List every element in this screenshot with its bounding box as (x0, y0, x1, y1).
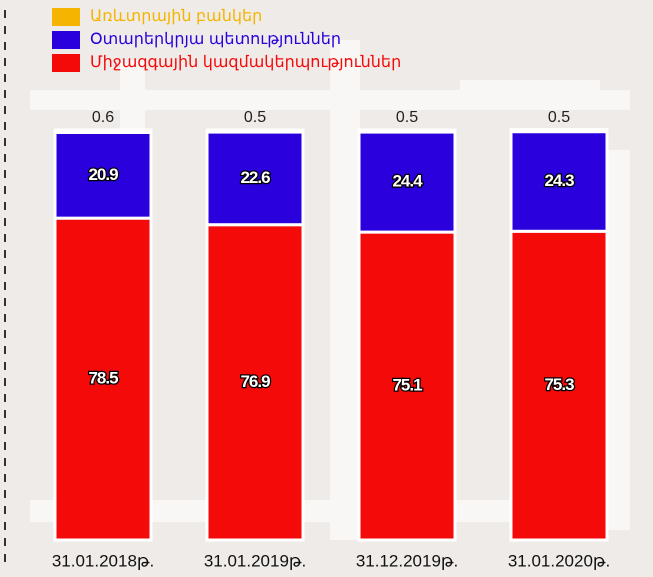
value-label: 0.6 (92, 109, 114, 126)
legend-swatch (52, 54, 80, 72)
value-label: 22.6 (240, 168, 270, 187)
legend-label: Օտարերկրյա պետություններ (90, 31, 341, 48)
value-label: 75.1 (392, 376, 422, 395)
value-label: 20.9 (88, 165, 118, 184)
bar-segment (509, 128, 609, 134)
value-label: 78.5 (88, 369, 118, 388)
bar-segment (205, 128, 305, 134)
value-label: 0.5 (244, 109, 266, 126)
bar-segment (53, 128, 153, 134)
x-tick-label: 31.01.2018թ. (52, 551, 154, 570)
legend-swatch (52, 31, 80, 49)
x-tick-label: 31.01.2020թ. (508, 551, 610, 570)
bar-segment (357, 128, 457, 134)
bar-segment (357, 230, 457, 542)
bar-segment (53, 216, 153, 542)
value-label: 75.3 (544, 375, 574, 394)
value-label: 0.5 (548, 109, 570, 126)
x-tick-label: 31.12.2019թ. (356, 551, 458, 570)
value-label: 76.9 (240, 372, 270, 391)
bar-segment (509, 130, 609, 233)
value-label: 0.5 (396, 109, 418, 126)
value-label: 24.4 (392, 172, 423, 191)
x-tick-label: 31.01.2019թ. (204, 551, 306, 570)
bar-segment (205, 130, 305, 227)
bar-segment (509, 229, 609, 542)
bar-segment (357, 130, 457, 234)
bar-segment (205, 223, 305, 542)
value-label: 24.3 (544, 171, 574, 190)
legend-label: Միջազգային կազմակերպություններ (90, 54, 401, 71)
legend-swatch (52, 8, 80, 26)
legend-label: Առևտրային բանկեր (90, 8, 262, 25)
